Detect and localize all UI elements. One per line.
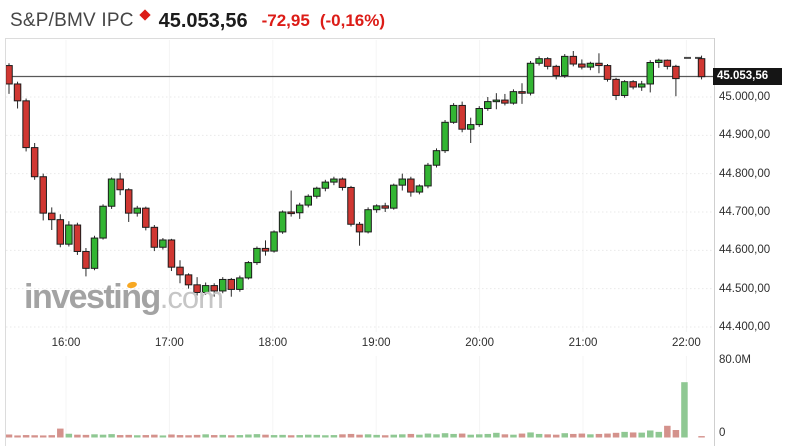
price-tick-label: 44.700,00 — [719, 205, 771, 218]
price-tick-label: 44.400,00 — [719, 320, 771, 333]
volume-axis-zero-label: 0 — [719, 426, 726, 439]
price-tick-label: 44.500,00 — [719, 282, 771, 295]
time-tick-label: 21:00 — [568, 337, 598, 349]
watermark-text: investing — [24, 278, 161, 316]
price-tick-label: 45.000,00 — [719, 91, 771, 103]
price-tick-label: 44.600,00 — [719, 244, 771, 257]
last-price-badge: 45.053,56 — [713, 67, 782, 85]
watermark-suffix: .com — [159, 280, 224, 315]
time-tick-label: 19:00 — [361, 337, 391, 349]
time-tick-label: 18:00 — [258, 337, 288, 349]
time-tick-label: 22:00 — [672, 337, 701, 349]
time-tick-label: 16:00 — [51, 337, 81, 349]
last-price-value: 45.053,56 — [158, 9, 248, 32]
instrument-header: S&P/BMV IPC 45.053,56 -72,95 (-0,16%) — [10, 6, 395, 36]
instrument-name[interactable]: S&P/BMV IPC — [10, 10, 134, 31]
time-tick-label: 17:00 — [155, 337, 184, 349]
volume-axis-max-label: 80.0M — [719, 353, 751, 366]
investing-watermark: investing.com — [24, 278, 224, 317]
price-tick-label: 44.800,00 — [719, 167, 771, 180]
time-tick-label: 20:00 — [465, 337, 494, 349]
price-change: -72,95 — [261, 11, 310, 30]
price-change-percent: (-0,16%) — [319, 11, 385, 30]
price-tick-label: 44.900,00 — [719, 129, 771, 142]
